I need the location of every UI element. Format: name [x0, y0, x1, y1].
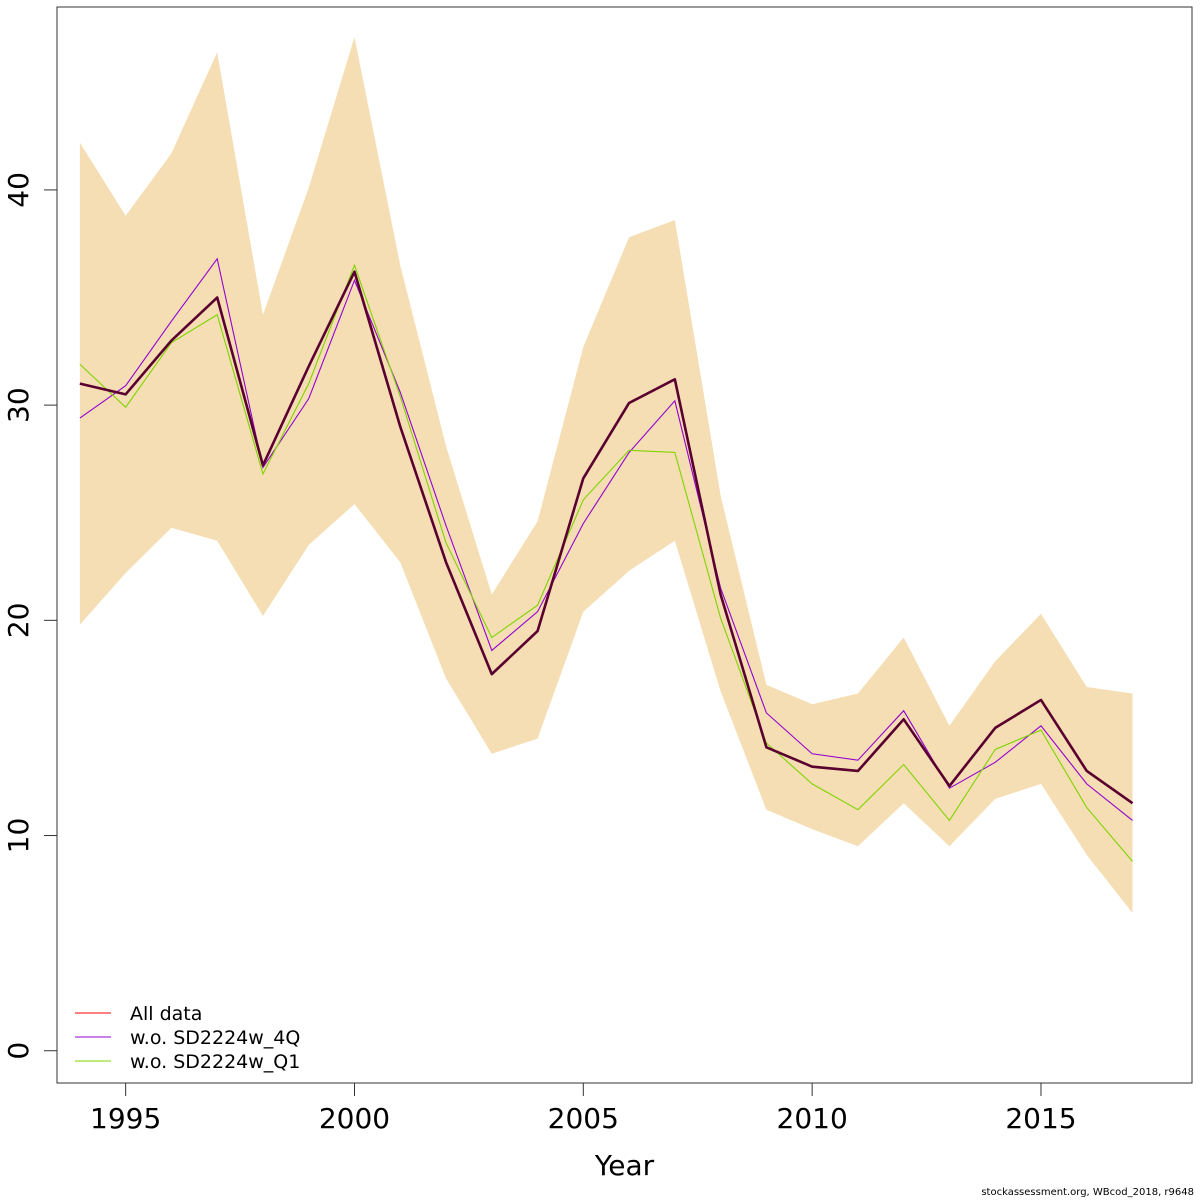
y-tick-label: 10	[2, 818, 35, 854]
estimate-line	[79, 270, 1134, 805]
y-tick-label: 30	[2, 387, 35, 423]
y-tick-label: 0	[2, 1042, 35, 1060]
legend-label-all-data: All data	[130, 1003, 202, 1025]
x-tick-label: 2015	[1005, 1102, 1076, 1135]
footer-note: stockassessment.org, WBcod_2018, r9648	[981, 1187, 1194, 1198]
legend-label-w-o-sd2224w-q1: w.o. SD2224w_Q1	[130, 1051, 300, 1073]
x-tick-label: 1995	[90, 1102, 161, 1135]
x-tick-label: 2000	[319, 1102, 390, 1135]
y-tick-label: 20	[2, 602, 35, 638]
x-tick-label: 2010	[777, 1102, 848, 1135]
legend-label-w-o-sd2224w-4q: w.o. SD2224w_4Q	[130, 1027, 300, 1049]
y-tick-label: 40	[2, 172, 35, 208]
series-line-w-o-sd2224w-q1	[79, 263, 1133, 862]
x-axis-title: Year	[594, 1149, 655, 1182]
x-axis: 1995 2000 2005 2010 2015	[90, 1082, 1077, 1135]
x-tick-label: 2005	[548, 1102, 619, 1135]
series-layer	[79, 257, 1134, 862]
y-axis: 0 10 20 30 40	[2, 172, 58, 1060]
